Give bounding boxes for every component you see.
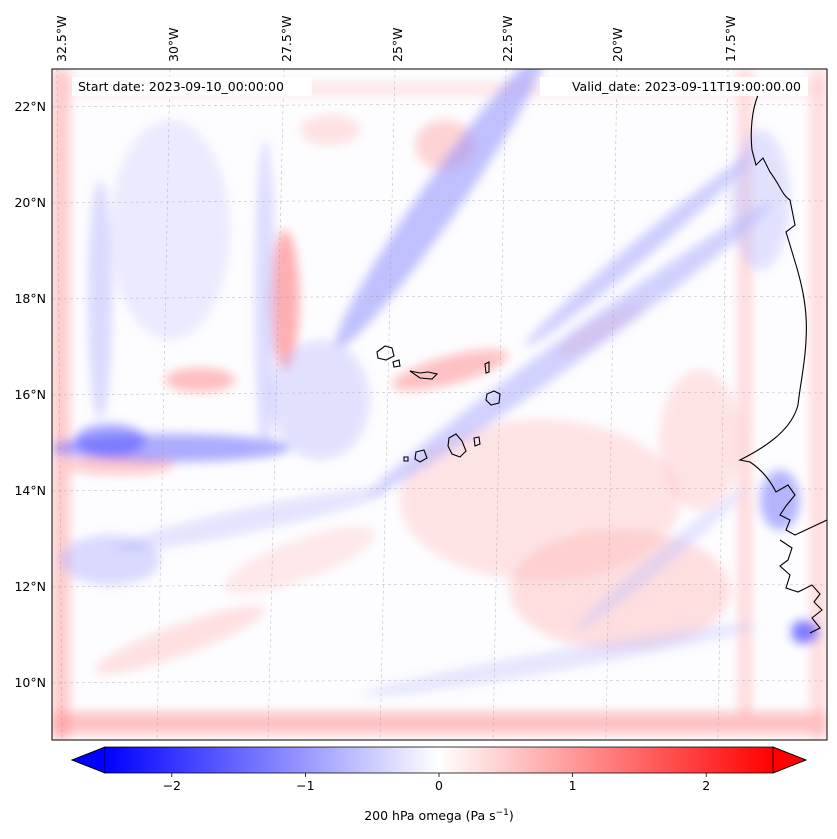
coastline [376, 94, 827, 634]
island-sao-nicolau [409, 370, 439, 380]
blue-feature [730, 130, 790, 270]
blue-feature [88, 180, 112, 420]
map-panel: Start date: 2023-09-10_00:00:00 Valid_da… [51, 68, 828, 741]
island-sao-vicente [392, 359, 401, 368]
blue-feature [363, 623, 757, 697]
map-border [51, 68, 828, 741]
colorbar-max-extend [772, 746, 808, 774]
latitude-label: 20°N [14, 195, 46, 210]
longitude-labels: 32.5°W 30°W 27.5°W 25°W 22.5°W 20°W 17.5… [54, 16, 738, 62]
island-brava [403, 456, 409, 462]
colorbar-tick-label: 1 [569, 778, 577, 793]
longitude-label: 22.5°W [500, 16, 515, 62]
red-feature [300, 115, 360, 145]
red-feature [165, 368, 235, 392]
latitude-label: 14°N [14, 483, 46, 498]
colorbar-label: 200 hPa omega (Pa s−1) [364, 808, 514, 823]
latitude-label: 22°N [14, 99, 46, 114]
blue-feature [367, 202, 773, 498]
blue-feature [760, 470, 800, 530]
start-date-box [72, 77, 312, 96]
east-edge-band [810, 69, 827, 740]
blue-feature [75, 424, 145, 456]
africa-coastline [738, 94, 827, 634]
blue-feature [110, 120, 230, 340]
colorbar-tick-label: 2 [702, 778, 710, 793]
island-santo-antao [376, 345, 395, 361]
longitude-label: 17.5°W [723, 16, 738, 62]
longitude-label: 25°W [390, 27, 405, 62]
island-maio [473, 436, 481, 447]
colorbar-ticks: −2 −1 0 1 2 [163, 773, 710, 793]
valid-date-box [540, 77, 808, 96]
latitude-label: 12°N [14, 579, 46, 594]
red-feature [95, 606, 265, 674]
island-santiago [447, 433, 467, 458]
blue-feature [524, 153, 756, 347]
latitude-label: 16°N [14, 387, 46, 402]
graticule [52, 69, 827, 740]
colorbar-gradient [105, 747, 773, 773]
west-boundary-band [52, 69, 70, 740]
latitude-labels: 22°N 20°N 18°N 16°N 14°N 12°N 10°N [14, 99, 46, 690]
island-fogo [414, 449, 428, 463]
latitude-label: 10°N [14, 675, 46, 690]
blue-feature [60, 535, 160, 585]
colorbar-outline [70, 746, 808, 774]
latitude-label: 18°N [14, 291, 46, 306]
colorbar-tick-label: 0 [435, 778, 443, 793]
red-feature [660, 370, 740, 510]
blue-feature [335, 69, 545, 348]
blue-feature [255, 140, 275, 460]
red-feature [271, 230, 299, 370]
red-feature [391, 349, 509, 391]
island-sal [484, 361, 490, 374]
colorbar-min-extend [70, 746, 106, 774]
blue-feature [575, 489, 745, 631]
longitude-label: 32.5°W [54, 16, 69, 62]
start-date-label: Start date: 2023-09-10_00:00:00 [78, 79, 284, 94]
longitude-label: 20°W [610, 27, 625, 62]
longitude-label: 30°W [166, 27, 181, 62]
island-boa-vista [485, 390, 501, 406]
red-feature [224, 526, 376, 594]
colorbar-tick-label: −2 [163, 778, 181, 793]
colorbar-tick-label: −1 [296, 778, 314, 793]
south-boundary-band [52, 712, 827, 734]
blue-feature [113, 488, 387, 552]
blue-feature [791, 620, 819, 644]
blue-feature [270, 340, 370, 460]
longitude-label: 27.5°W [279, 16, 294, 62]
valid-date-label: Valid_date: 2023-09-11T19:00:00.00 [572, 79, 801, 94]
colorbar: −2 −1 0 1 2 200 hPa omega (Pa s−1) [70, 746, 808, 823]
